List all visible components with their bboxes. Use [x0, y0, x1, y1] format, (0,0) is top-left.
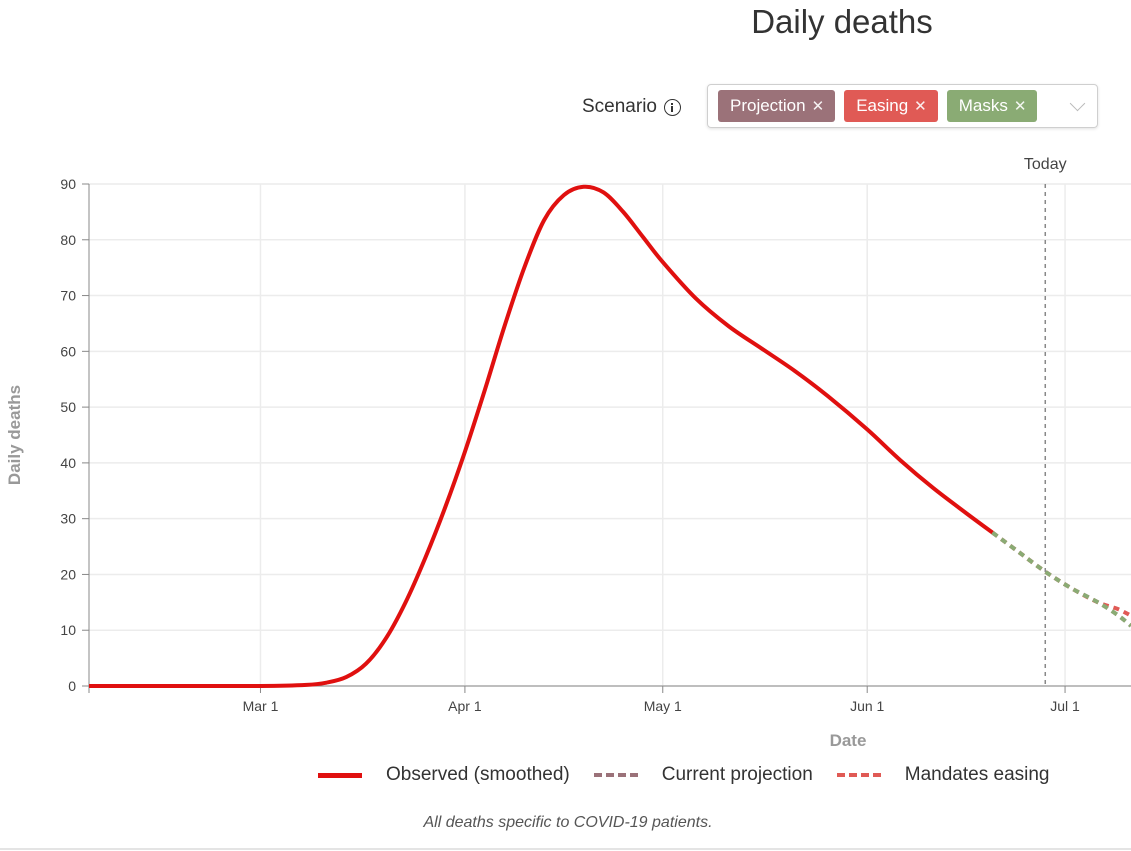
legend-item-easing[interactable]: Mandates easing	[836, 764, 1050, 786]
chart-title-text: Daily deaths	[751, 3, 933, 40]
series-observed-line	[89, 184, 994, 689]
x-tick-label: May 1	[644, 698, 682, 714]
y-tick-label: 10	[60, 622, 76, 638]
legend-item-observed[interactable]: Observed (smoothed)	[318, 764, 570, 786]
info-icon[interactable]	[664, 98, 681, 116]
legend-label: Observed (smoothed)	[386, 764, 570, 785]
scenario-label: Scenario	[582, 96, 657, 117]
scenario-tag-masks: Masks ✕	[946, 90, 1038, 122]
y-tick-label: 80	[60, 232, 76, 248]
today-marker: Today	[1024, 156, 1067, 686]
series	[89, 184, 1131, 689]
axes: 0 10 20 30 40 50 60 70 80 90 Mar 1 Apr 1 May 1 Jun 1 J…	[60, 176, 1131, 714]
tag-label: Easing	[856, 96, 909, 115]
y-tick-label: 60	[60, 343, 76, 359]
x-tick-label: Jul 1	[1050, 698, 1080, 714]
y-tick-label: 30	[60, 511, 76, 527]
scenario-select[interactable]: Projection ✕ Easing ✕ Masks ✕	[707, 84, 1098, 128]
footnote: All deaths specific to COVID-19 patients…	[0, 814, 1131, 832]
y-tick-label: 70	[60, 288, 76, 304]
scenario-tag-easing: Easing ✕	[844, 90, 938, 122]
y-tick-label: 20	[60, 566, 76, 582]
legend-swatch	[593, 773, 638, 777]
scenario-tag-projection: Projection ✕	[718, 90, 836, 122]
scenario-control: Scenario	[582, 85, 681, 129]
remove-tag-icon[interactable]: ✕	[811, 98, 825, 115]
legend-item-projection[interactable]: Current projection	[593, 764, 813, 786]
x-tick-label: Mar 1	[243, 698, 279, 714]
divider	[0, 848, 1131, 850]
x-axis-label: Date	[830, 731, 867, 750]
y-tick-label: 0	[68, 678, 76, 694]
footnote-text: All deaths specific to COVID-19 patients…	[423, 814, 713, 831]
today-label: Today	[1024, 156, 1067, 173]
tag-label: Projection	[730, 96, 806, 115]
chart-title: Daily deaths	[0, 0, 1131, 44]
y-tick-label: 90	[60, 176, 76, 192]
legend-label: Mandates easing	[904, 764, 1050, 785]
legend: Observed (smoothed) Current projection M…	[318, 764, 1050, 786]
legend-swatch	[318, 772, 362, 778]
y-tick-label: 50	[60, 399, 76, 415]
legend-label: Current projection	[661, 764, 813, 785]
y-axis-label: Daily deaths	[5, 385, 24, 485]
series-easing-line	[991, 531, 1131, 618]
y-tick-label: 40	[60, 455, 76, 471]
legend-swatch	[836, 773, 881, 777]
remove-tag-icon[interactable]: ✕	[1013, 98, 1027, 115]
series-masks-line	[991, 531, 1131, 628]
tag-label: Masks	[958, 96, 1008, 115]
x-tick-label: Apr 1	[448, 698, 482, 714]
grid	[89, 183, 1131, 687]
remove-tag-icon[interactable]: ✕	[914, 98, 927, 115]
x-tick-label: Jun 1	[850, 698, 884, 714]
